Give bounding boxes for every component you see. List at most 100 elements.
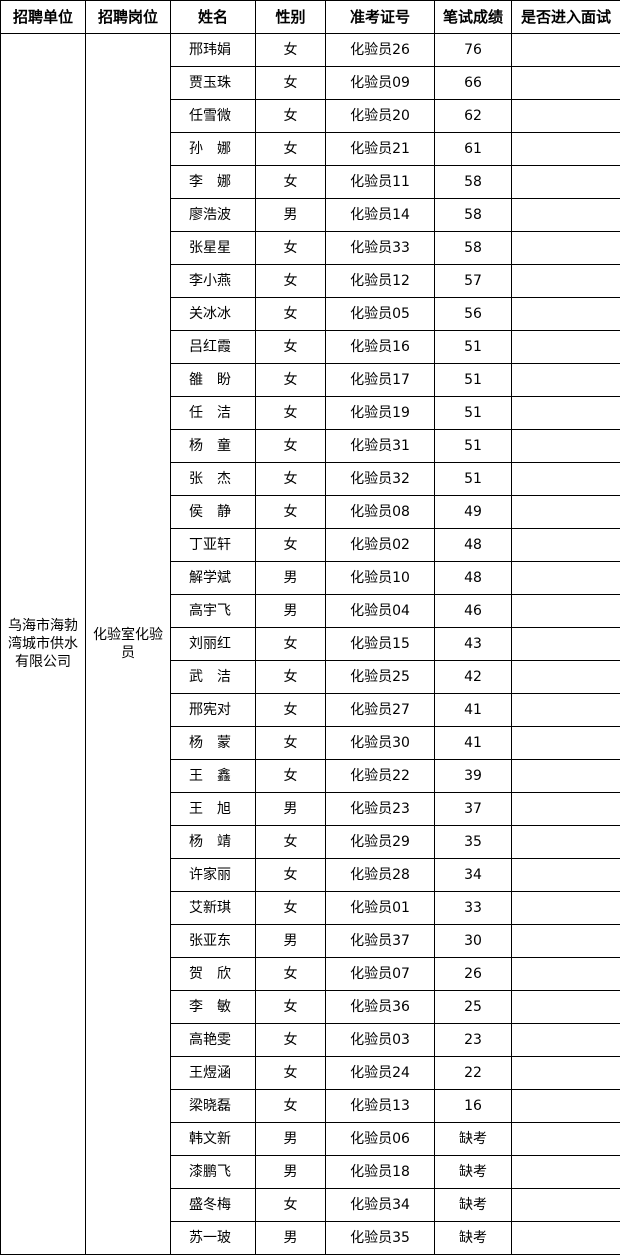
interview-cell <box>511 528 620 562</box>
score-cell: 58 <box>434 165 512 199</box>
name-cell: 王煜涵 <box>170 1056 256 1090</box>
score-cell: 51 <box>434 363 512 397</box>
recruiting-unit-cell: 乌海市海勃湾城市供水有限公司 <box>0 33 86 1255</box>
table-row: 苏一玻男化验员35 缺考 <box>1 1221 620 1255</box>
table-row: 高宇飞男化验员04 46 <box>1 594 620 628</box>
name-cell: 武 洁 <box>170 660 256 694</box>
table-row: 李 敏女化验员36 25 <box>1 990 620 1024</box>
score-cell: 51 <box>434 429 512 463</box>
header-exam-id: 准考证号 <box>325 0 435 34</box>
exam-id-cell: 化验员04 <box>325 594 435 628</box>
table-row: 韩文新男化验员06 缺考 <box>1 1122 620 1156</box>
name-cell: 邢宪对 <box>170 693 256 727</box>
exam-id-cell: 化验员11 <box>325 165 435 199</box>
exam-id-cell: 化验员29 <box>325 825 435 859</box>
name-cell: 艾新琪 <box>170 891 256 925</box>
exam-id-cell: 化验员36 <box>325 990 435 1024</box>
interview-cell <box>511 231 620 265</box>
gender-cell: 女 <box>255 396 326 430</box>
exam-id-cell: 化验员35 <box>325 1221 435 1255</box>
interview-cell <box>511 594 620 628</box>
interview-cell <box>511 132 620 166</box>
gender-cell: 男 <box>255 561 326 595</box>
gender-cell: 女 <box>255 858 326 892</box>
score-cell: 35 <box>434 825 512 859</box>
interview-cell <box>511 429 620 463</box>
header-name: 姓名 <box>170 0 256 34</box>
name-cell: 王 旭 <box>170 792 256 826</box>
score-cell: 43 <box>434 627 512 661</box>
score-cell: 56 <box>434 297 512 331</box>
exam-id-cell: 化验员03 <box>325 1023 435 1057</box>
score-cell: 58 <box>434 198 512 232</box>
exam-id-cell: 化验员25 <box>325 660 435 694</box>
exam-id-cell: 化验员12 <box>325 264 435 298</box>
exam-id-cell: 化验员23 <box>325 792 435 826</box>
score-cell: 42 <box>434 660 512 694</box>
name-cell: 张星星 <box>170 231 256 265</box>
exam-id-cell: 化验员13 <box>325 1089 435 1123</box>
position-cell: 化验室化验员 <box>85 33 171 1255</box>
table-row: 刘丽红女化验员15 43 <box>1 627 620 661</box>
name-cell: 杨 童 <box>170 429 256 463</box>
gender-cell: 女 <box>255 132 326 166</box>
name-cell: 许家丽 <box>170 858 256 892</box>
name-cell: 解学斌 <box>170 561 256 595</box>
table-row: 许家丽女化验员28 34 <box>1 858 620 892</box>
score-cell: 33 <box>434 891 512 925</box>
gender-cell: 男 <box>255 924 326 958</box>
header-score: 笔试成绩 <box>434 0 512 34</box>
score-cell: 34 <box>434 858 512 892</box>
interview-cell <box>511 660 620 694</box>
score-cell: 缺考 <box>434 1221 512 1255</box>
table-row: 漆鹏飞男化验员18 缺考 <box>1 1155 620 1189</box>
name-cell: 李 敏 <box>170 990 256 1024</box>
name-cell: 盛冬梅 <box>170 1188 256 1222</box>
interview-cell <box>511 1221 620 1255</box>
table-row: 吕红霞女化验员16 51 <box>1 330 620 364</box>
score-cell: 48 <box>434 561 512 595</box>
exam-id-cell: 化验员28 <box>325 858 435 892</box>
header-gender: 性别 <box>255 0 326 34</box>
score-cell: 76 <box>434 33 512 67</box>
table-row: 张亚东男化验员37 30 <box>1 924 620 958</box>
table-row: 王煜涵女化验员24 22 <box>1 1056 620 1090</box>
gender-cell: 女 <box>255 429 326 463</box>
table-row: 邢宪对女化验员27 41 <box>1 693 620 727</box>
gender-cell: 女 <box>255 759 326 793</box>
gender-cell: 女 <box>255 33 326 67</box>
exam-id-cell: 化验员17 <box>325 363 435 397</box>
gender-cell: 女 <box>255 66 326 100</box>
exam-id-cell: 化验员21 <box>325 132 435 166</box>
exam-id-cell: 化验员20 <box>325 99 435 133</box>
exam-id-cell: 化验员16 <box>325 330 435 364</box>
interview-cell <box>511 66 620 100</box>
name-cell: 丁亚轩 <box>170 528 256 562</box>
interview-cell <box>511 627 620 661</box>
score-cell: 25 <box>434 990 512 1024</box>
score-cell: 缺考 <box>434 1122 512 1156</box>
score-cell: 57 <box>434 264 512 298</box>
table-row: 王 旭男化验员23 37 <box>1 792 620 826</box>
interview-cell <box>511 726 620 760</box>
score-cell: 30 <box>434 924 512 958</box>
exam-id-cell: 化验员33 <box>325 231 435 265</box>
gender-cell: 女 <box>255 462 326 496</box>
interview-cell <box>511 1188 620 1222</box>
table-row: 丁亚轩女化验员02 48 <box>1 528 620 562</box>
exam-id-cell: 化验员10 <box>325 561 435 595</box>
score-cell: 66 <box>434 66 512 100</box>
gender-cell: 女 <box>255 231 326 265</box>
name-cell: 张 杰 <box>170 462 256 496</box>
name-cell: 贺 欣 <box>170 957 256 991</box>
score-cell: 51 <box>434 462 512 496</box>
name-cell: 侯 静 <box>170 495 256 529</box>
table-row: 孙 娜女化验员21 61 <box>1 132 620 166</box>
exam-id-cell: 化验员01 <box>325 891 435 925</box>
interview-cell <box>511 858 620 892</box>
score-cell: 41 <box>434 726 512 760</box>
interview-cell <box>511 495 620 529</box>
score-cell: 缺考 <box>434 1188 512 1222</box>
gender-cell: 女 <box>255 495 326 529</box>
